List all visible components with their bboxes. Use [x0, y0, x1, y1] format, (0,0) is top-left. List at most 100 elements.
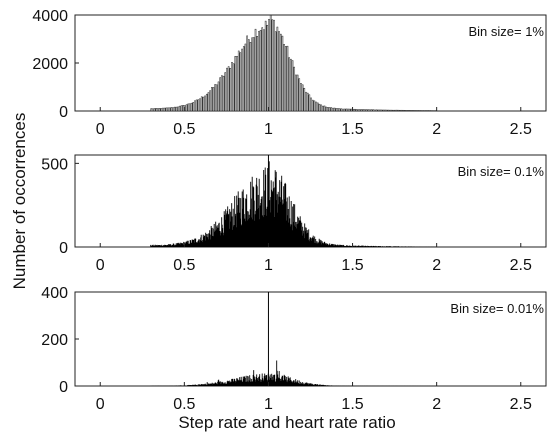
histogram-bar [364, 109, 366, 112]
histogram-bar [332, 107, 334, 112]
histogram-bar [412, 110, 415, 112]
histogram-bar [286, 45, 289, 112]
histogram-bar [259, 30, 262, 112]
histogram-bar [293, 66, 296, 112]
histogram-bar [276, 26, 279, 112]
histogram-bar [308, 94, 311, 112]
histogram-bar [389, 109, 391, 112]
histogram-bar [258, 31, 260, 112]
histogram-bar [163, 107, 166, 112]
x-tick-label: 2 [432, 396, 441, 413]
histogram-bar [212, 87, 215, 112]
histogram-bar [337, 108, 339, 112]
histogram-bar [362, 109, 364, 112]
histogram-bar [370, 109, 373, 112]
histogram-bar [234, 56, 237, 112]
histogram-bar [158, 108, 161, 112]
y-tick-label: 0 [59, 104, 68, 121]
histogram-bar [217, 81, 220, 112]
histogram-bar [232, 63, 235, 112]
histogram-bar [207, 92, 210, 112]
histogram-bar [296, 74, 299, 112]
histogram-bar [180, 105, 183, 112]
histogram-bar [251, 37, 253, 112]
x-tick-label: 1.5 [341, 257, 363, 274]
histogram-bar [244, 43, 247, 112]
y-tick-label: 500 [41, 156, 68, 173]
y-tick-label: 2000 [32, 56, 68, 73]
histogram-bar [219, 77, 221, 112]
x-tick-label: 0 [96, 121, 105, 138]
histogram-bar [385, 109, 388, 112]
histogram-panel-1: 0 0.5 1 1.5 2 2.5 0 2000 4000 Bin size= 1% [32, 8, 547, 138]
histogram-bar [409, 110, 412, 112]
histogram-bar [295, 74, 297, 112]
histogram-bar [345, 108, 348, 112]
histogram-bar [179, 105, 181, 112]
histogram-bar [283, 44, 285, 112]
histogram-bar [160, 108, 163, 112]
histogram-bar [320, 104, 322, 112]
histogram-bar [333, 107, 336, 112]
histogram-bar [281, 35, 284, 112]
histogram-bar [392, 109, 395, 112]
histogram-bar [343, 108, 346, 112]
histogram-bar [311, 99, 314, 112]
histogram-bar [394, 109, 396, 112]
histogram-bar [194, 100, 196, 112]
histogram-bar [189, 103, 191, 112]
x-tick-label: 2 [432, 257, 441, 274]
x-axis-label: Step rate and heart rate ratio [178, 413, 395, 432]
histogram-bar [310, 97, 312, 112]
histogram-bar [404, 110, 407, 112]
histogram-bar [242, 46, 245, 112]
histogram-bar [316, 102, 319, 112]
histogram-bar [202, 96, 205, 112]
histogram-bar [209, 90, 211, 112]
histogram-bar [273, 19, 275, 112]
histogram-bar [374, 109, 376, 112]
histogram-bar [249, 42, 252, 112]
histogram-bar [396, 109, 398, 112]
histogram-bar [355, 109, 358, 112]
histogram-bar [216, 84, 218, 112]
histogram-bar [285, 46, 287, 112]
bin-size-label: Bin size= 1% [468, 24, 544, 39]
x-tick-label: 0 [96, 257, 105, 274]
bin-size-label: Bin size= 0.1% [458, 164, 545, 179]
histogram-bar [199, 98, 201, 112]
histogram-bar [211, 87, 213, 112]
histogram-bar [322, 105, 324, 112]
histogram-bar [165, 107, 168, 112]
histogram-bar [175, 106, 178, 112]
y-axis-label: Number of occorrences [10, 113, 29, 290]
histogram-bar [318, 103, 321, 112]
histogram-bar [342, 108, 344, 112]
histogram-bar [330, 107, 333, 112]
histogram-bar [401, 109, 403, 112]
histogram-bar [417, 110, 420, 112]
histogram-bars [150, 360, 437, 386]
histogram-bar [375, 109, 378, 112]
histogram-bar [340, 108, 343, 112]
x-tick-label: 1.5 [341, 396, 363, 413]
histogram-bar [157, 108, 159, 112]
histogram-bar [357, 109, 359, 112]
histogram-bar [261, 27, 264, 112]
histogram-bar [256, 36, 259, 112]
histogram-bar [382, 109, 385, 112]
histogram-bar [170, 107, 173, 112]
histogram-bar [416, 110, 418, 112]
y-tick-label: 400 [41, 285, 68, 302]
histogram-bar [239, 52, 242, 112]
histogram-bar [264, 20, 267, 112]
histogram-bar [406, 110, 408, 112]
histogram-bar [254, 28, 257, 112]
histogram-bar [397, 109, 400, 112]
histogram-bar [335, 108, 338, 112]
histogram-bar [200, 96, 203, 112]
histogram-bar [323, 105, 326, 112]
histogram-bar [263, 29, 265, 112]
histogram-bar [305, 91, 307, 112]
